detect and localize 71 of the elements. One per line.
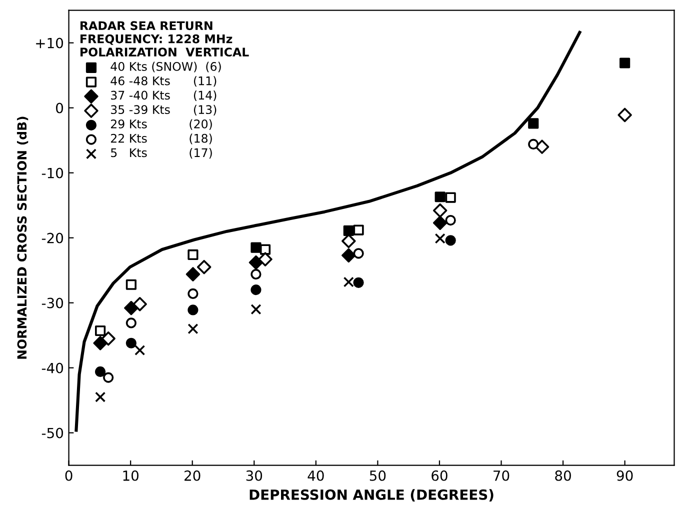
point — [126, 338, 136, 348]
x-tick-label: 20 — [184, 470, 200, 481]
point — [126, 279, 136, 290]
point — [618, 108, 632, 122]
y-tick-label: -30 — [42, 298, 64, 308]
point — [343, 276, 354, 288]
x-tick-label: 10 — [123, 470, 138, 481]
point — [188, 304, 198, 316]
y-tick-label: -20 — [42, 232, 64, 244]
point — [432, 216, 448, 230]
x-tick-label: 40 — [308, 470, 324, 481]
point — [250, 284, 262, 296]
y-axis-title: NORMALIZED CROSS SECTION (dB) — [16, 116, 28, 359]
point — [353, 224, 364, 236]
point — [342, 248, 356, 262]
point — [188, 249, 198, 260]
x-tick-label: 80 — [555, 470, 571, 481]
point — [353, 248, 364, 259]
point — [343, 225, 354, 236]
point — [95, 366, 106, 378]
point — [196, 260, 212, 274]
point — [124, 300, 138, 316]
y-tick-label: -40 — [42, 362, 64, 374]
point — [188, 324, 198, 334]
x-tick-label: 90 — [616, 470, 633, 481]
point — [528, 118, 539, 129]
point — [126, 318, 136, 328]
x-axis-title: DEPRESSION ANGLE (DEGREES) — [250, 489, 494, 502]
point — [250, 268, 262, 280]
point — [250, 304, 262, 315]
legend-label: 37 -40 Kts (14) — [111, 90, 216, 102]
point — [260, 244, 271, 255]
x-tick-label: 30 — [246, 470, 262, 481]
y-tick-label: -50 — [42, 428, 64, 438]
point — [101, 331, 116, 346]
point — [353, 277, 364, 288]
y-tick-label: 0 — [56, 102, 64, 114]
point — [132, 297, 147, 312]
point — [134, 344, 146, 356]
point — [258, 252, 272, 266]
line-series — [74, 30, 582, 432]
legend-label: 22 Kts (18) — [110, 134, 212, 144]
point — [186, 267, 200, 282]
x-tick-label: 50 — [370, 470, 386, 481]
x-tick-label: 70 — [494, 470, 510, 481]
legend-label: 29 Kts (20) — [110, 119, 212, 130]
legend-title: RADAR SEA RETURN FREQUENCY: 1228 MHz POLARIZATION VERTICAL — [80, 21, 249, 57]
legend-label: 35 -39 Kts (13) — [111, 104, 216, 116]
point — [445, 192, 456, 203]
legend-label: 40 Kts (SNOW) (6) — [110, 62, 221, 72]
x-tick-label: 0 — [65, 470, 72, 481]
point — [620, 58, 630, 68]
y-tick-label: +10 — [36, 38, 64, 48]
point — [528, 138, 539, 150]
point — [103, 372, 114, 383]
point — [188, 288, 198, 300]
point — [248, 255, 264, 270]
point — [434, 233, 446, 244]
point — [93, 336, 108, 350]
y-tick-label: -10 — [42, 168, 64, 178]
legend-label: 46 -48 Kts (11) — [110, 76, 216, 87]
point — [95, 392, 106, 402]
x-tick-label: 60 — [432, 470, 448, 481]
point — [445, 235, 456, 246]
point — [250, 242, 262, 253]
point — [95, 325, 106, 336]
point — [445, 214, 456, 226]
point — [434, 192, 446, 202]
point — [534, 140, 550, 154]
point — [432, 203, 448, 218]
legend-label: 5 Kts (17) — [111, 148, 212, 159]
